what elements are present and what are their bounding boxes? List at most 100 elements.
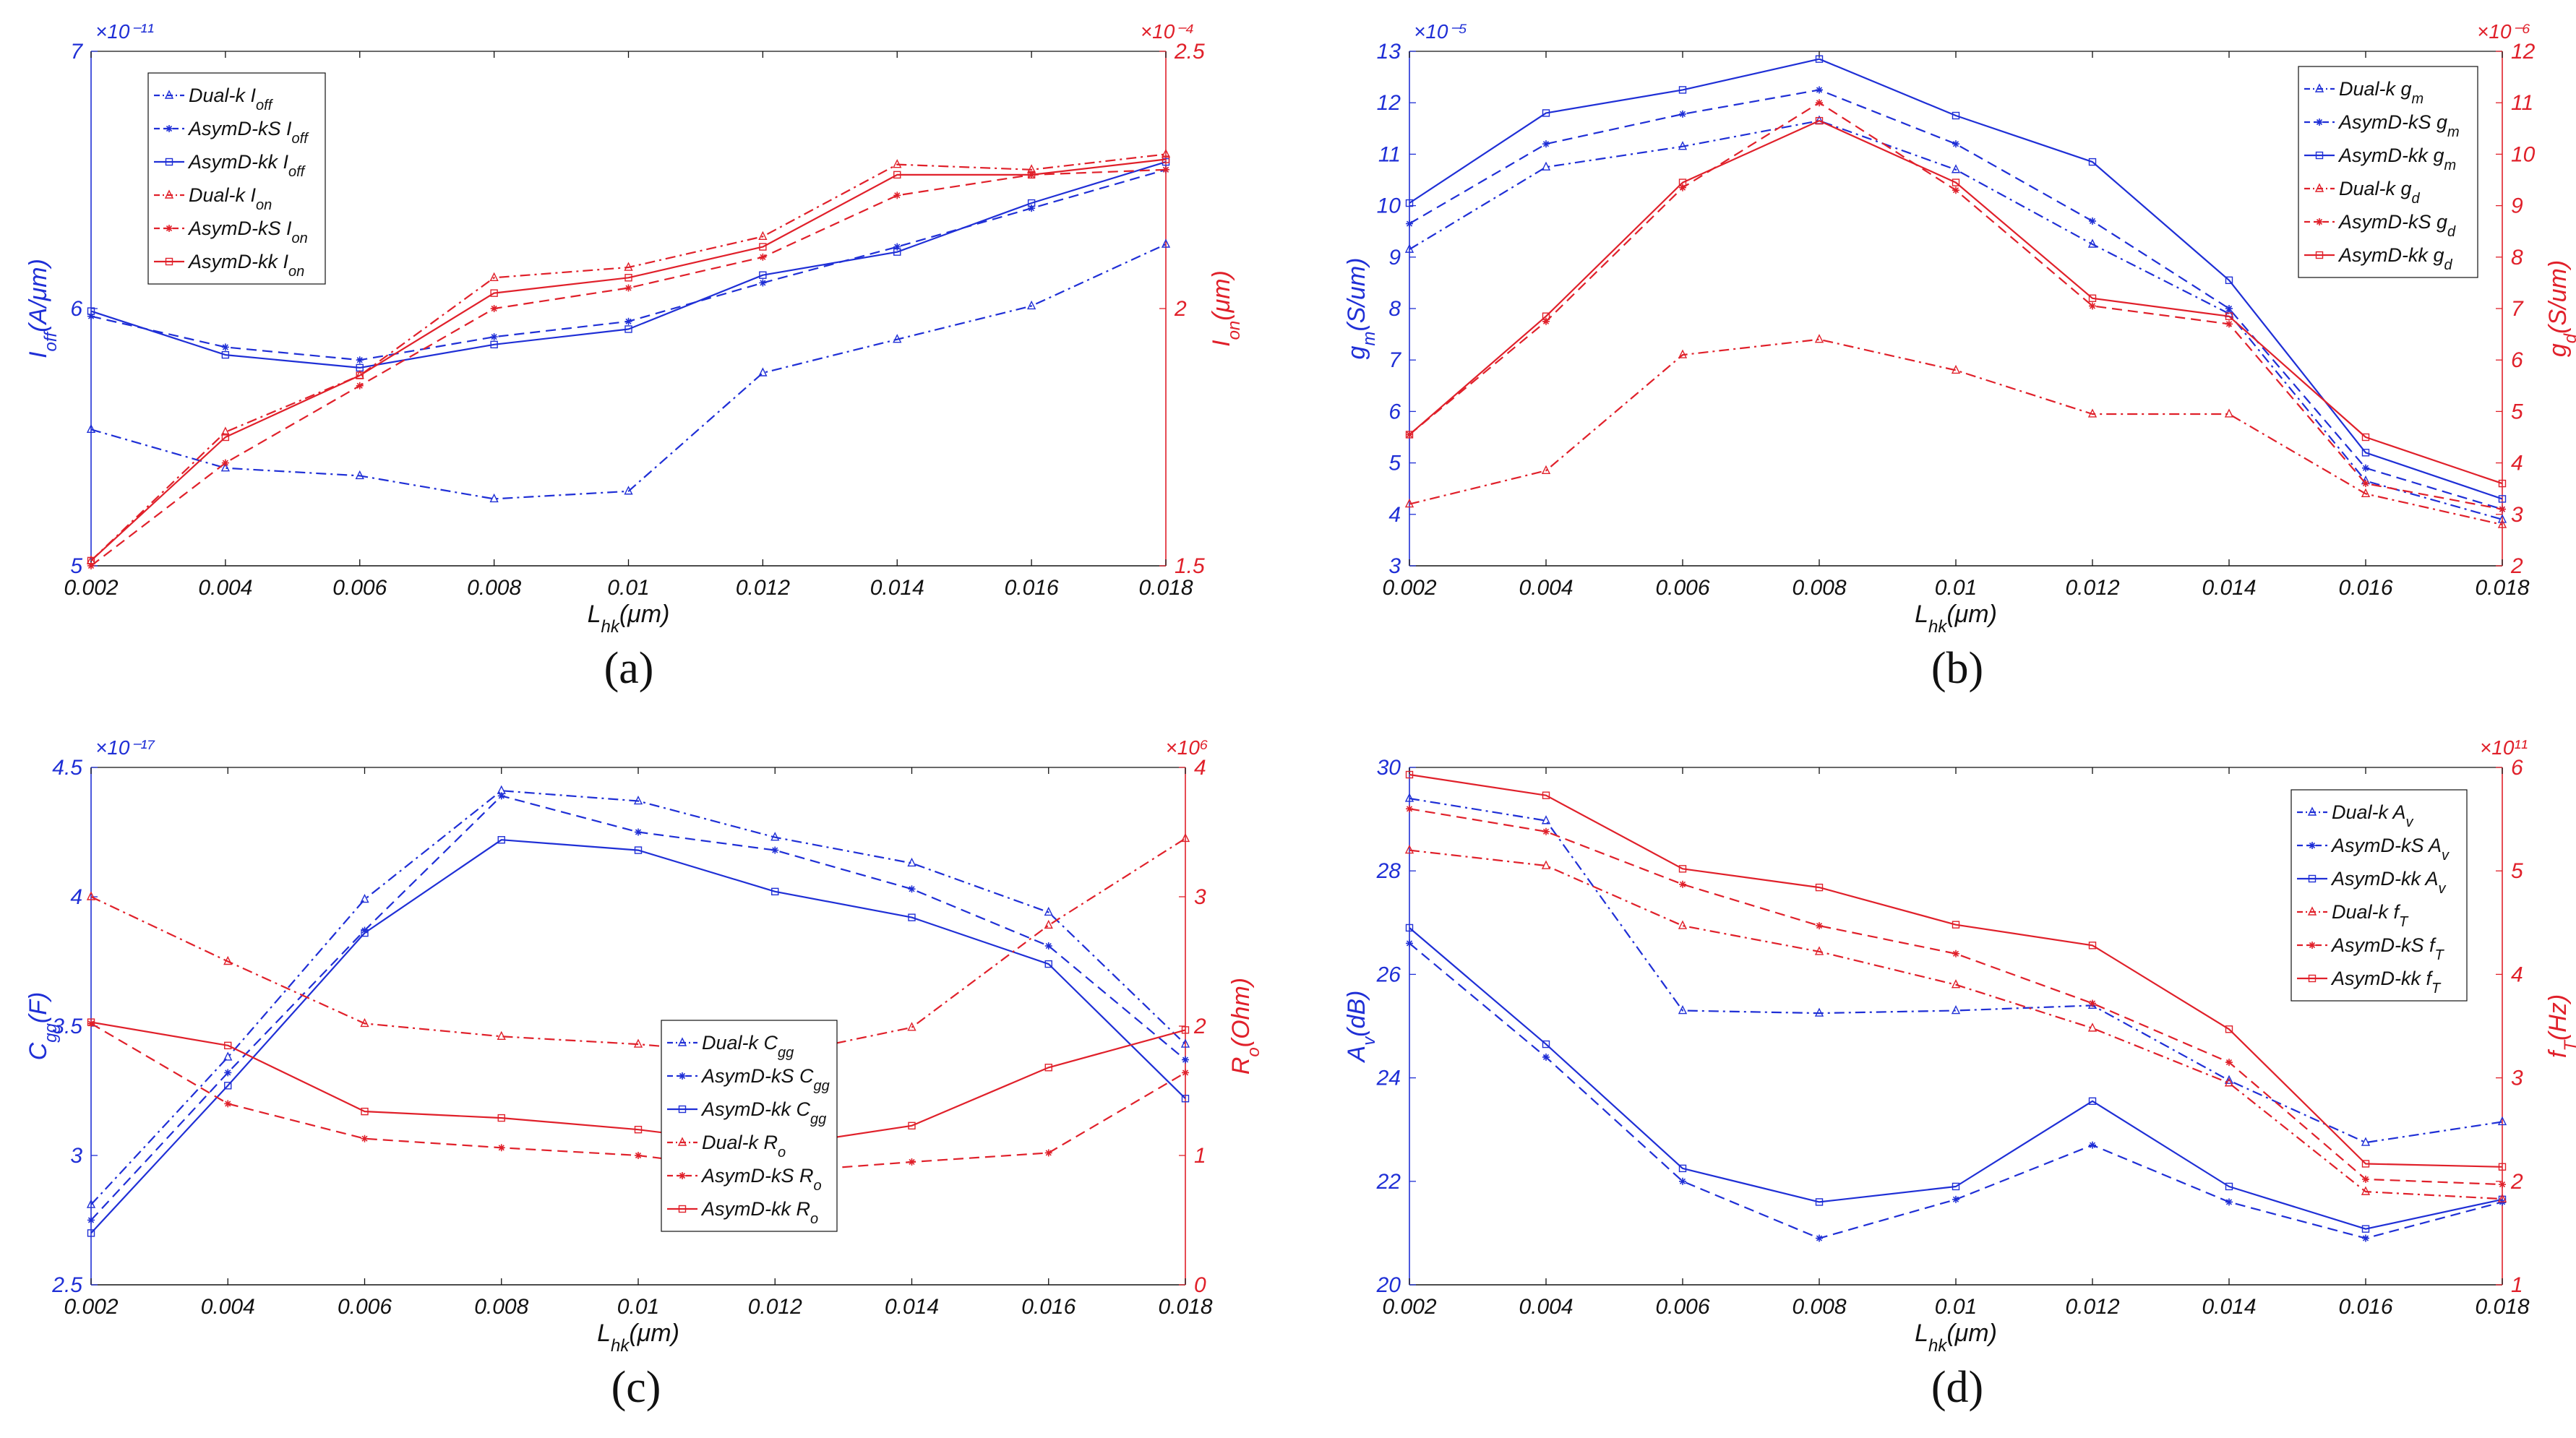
left-axis-label-main: C xyxy=(25,1042,52,1060)
x-tick-label: 0.01 xyxy=(607,576,649,600)
data-point-marker xyxy=(1542,1053,1550,1061)
data-point-marker xyxy=(490,333,498,341)
left-tick-label: 20 xyxy=(1376,1273,1401,1297)
series-line xyxy=(1409,773,2503,1168)
legend-entry-sub: v xyxy=(2439,881,2447,897)
series-line xyxy=(90,161,1167,369)
data-point-marker xyxy=(1542,109,1550,117)
x-axis-label-rest: (μm) xyxy=(1946,1319,1997,1347)
x-axis-label-sub: hk xyxy=(1928,617,1948,637)
data-point-marker xyxy=(770,832,780,841)
data-point-marker xyxy=(2088,1097,2097,1106)
data-point-marker xyxy=(360,894,369,903)
data-point-marker xyxy=(2225,1059,2233,1067)
x-axis-label: Lhk(μm) xyxy=(1915,600,1997,637)
data-point-marker xyxy=(758,367,768,376)
left-tick-label: 10 xyxy=(1377,194,1401,218)
left-axis-label-sub: off xyxy=(41,330,61,351)
data-point-marker xyxy=(87,1216,95,1224)
legend-entry-label: Dual-k Cgg xyxy=(702,1032,794,1061)
x-axis-label-rest: (μm) xyxy=(619,600,670,628)
x-tick-label: 0.006 xyxy=(332,576,387,600)
legend-marker xyxy=(678,1105,687,1114)
legend-marker xyxy=(2315,251,2324,259)
data-point-marker xyxy=(759,243,767,251)
left-tick-label: 6 xyxy=(70,297,82,321)
x-tick-label: 0.004 xyxy=(1519,576,1573,600)
legend-entry-sub: off xyxy=(288,164,306,180)
left-tick-label: 4.5 xyxy=(52,756,82,780)
right-tick-label: 10 xyxy=(2511,142,2536,166)
left-tick-label: 5 xyxy=(70,554,82,578)
data-point-marker xyxy=(223,1051,233,1061)
legend-marker xyxy=(166,125,173,132)
data-point-marker xyxy=(1816,922,1823,930)
data-point-marker xyxy=(2087,1022,2098,1032)
legend-entry-sub: o xyxy=(810,1211,818,1227)
legend-entry-sub: o xyxy=(814,1178,822,1194)
legend-entry-label: AsymD-kS Av xyxy=(2330,835,2450,864)
data-point-marker xyxy=(2225,1025,2233,1033)
data-point-marker xyxy=(490,340,498,349)
right-axis-label-rest: (Ohm) xyxy=(1227,978,1255,1047)
right-axis-label-main: g xyxy=(2544,343,2572,357)
legend-entry-label: Dual-k Av xyxy=(2332,801,2414,830)
legend-entry-sub: d xyxy=(2447,224,2456,240)
data-point-marker xyxy=(1405,770,1414,779)
left-axis-label-rest: (A/μm) xyxy=(25,259,52,332)
x-tick-label: 0.016 xyxy=(1005,576,1059,600)
data-point-marker xyxy=(2224,408,2234,418)
data-point-marker xyxy=(2088,158,2097,166)
series-line xyxy=(90,1021,1186,1148)
data-point-marker xyxy=(1542,140,1550,148)
series-red-square-solid xyxy=(87,155,1170,565)
left-tick-label: 3 xyxy=(70,1144,82,1168)
legend-marker xyxy=(2308,874,2317,883)
legend-entry-sub: T xyxy=(2399,914,2409,930)
data-point-marker xyxy=(87,556,95,565)
legend-entry-name: AsymD-kk R xyxy=(700,1198,810,1220)
data-point-marker xyxy=(1181,1095,1190,1103)
data-point-marker xyxy=(633,795,643,805)
legend-entry-label: AsymD-kk Ion xyxy=(187,251,304,280)
data-point-marker xyxy=(635,1152,642,1159)
data-point-marker xyxy=(2225,1198,2233,1206)
data-point-marker xyxy=(87,307,95,315)
x-tick-label: 0.002 xyxy=(1382,1295,1436,1319)
data-point-marker xyxy=(1541,815,1551,825)
left-tick-label: 7 xyxy=(1388,348,1401,372)
data-point-marker xyxy=(1405,199,1414,207)
data-point-marker xyxy=(771,846,779,854)
x-axis-label-main: L xyxy=(1915,1319,1928,1347)
legend-marker xyxy=(678,1205,687,1213)
legend-marker xyxy=(2316,119,2323,126)
data-point-marker xyxy=(1678,865,1687,873)
legend-box xyxy=(2291,789,2468,1002)
right-axis-label-rest: (μm) xyxy=(1208,270,1235,321)
x-tick-label: 0.018 xyxy=(1158,1295,1212,1319)
data-point-marker xyxy=(2089,217,2096,225)
x-tick-label: 0.002 xyxy=(1382,576,1436,600)
data-point-marker xyxy=(356,382,364,389)
data-point-marker xyxy=(908,885,916,893)
x-tick-label: 0.004 xyxy=(201,1295,255,1319)
series-red-triangle-dashdot xyxy=(1404,844,2507,1202)
x-tick-label: 0.014 xyxy=(2202,1295,2256,1319)
data-point-marker xyxy=(1678,349,1688,358)
right-tick-label: 11 xyxy=(2511,91,2533,115)
data-point-marker xyxy=(1816,86,1823,94)
data-point-marker xyxy=(1404,498,1414,508)
legend-entry-sub: gg xyxy=(810,1111,826,1127)
legend-entry-label: AsymD-kk Ioff xyxy=(187,151,306,180)
left-tick-label: 12 xyxy=(1377,91,1401,115)
series-blue-square-solid xyxy=(1405,923,2507,1233)
data-point-marker xyxy=(224,1041,232,1050)
data-point-marker xyxy=(908,1121,916,1130)
data-point-marker xyxy=(1678,1004,1688,1015)
legend-entry-sub: m xyxy=(2447,124,2460,140)
series-red-triangle-dashdot xyxy=(1404,334,2507,528)
legend-entry-sub: gg xyxy=(814,1078,830,1094)
x-tick-label: 0.006 xyxy=(1655,576,1709,600)
data-point-marker xyxy=(2089,1141,2096,1149)
right-axis-label-sub: on xyxy=(1224,321,1244,340)
